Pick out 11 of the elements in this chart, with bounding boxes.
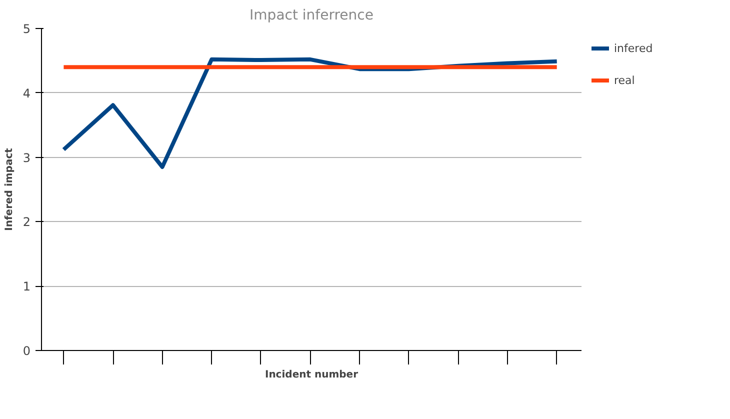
y-tick-label: 4	[22, 86, 31, 100]
legend-label: infered	[614, 42, 653, 54]
chart-title: Impact inferrence	[250, 8, 374, 24]
y-tick-label: 0	[22, 344, 31, 358]
y-tick-label: 3	[22, 150, 31, 165]
y-tick-label: 2	[22, 215, 31, 230]
x-axis-title: Incident number	[264, 370, 358, 380]
y-tick-label: 1	[22, 280, 31, 294]
y-axis-title: Infered impact	[4, 148, 15, 231]
legend-label: real	[614, 74, 635, 86]
y-tick-label: 5	[22, 22, 31, 36]
